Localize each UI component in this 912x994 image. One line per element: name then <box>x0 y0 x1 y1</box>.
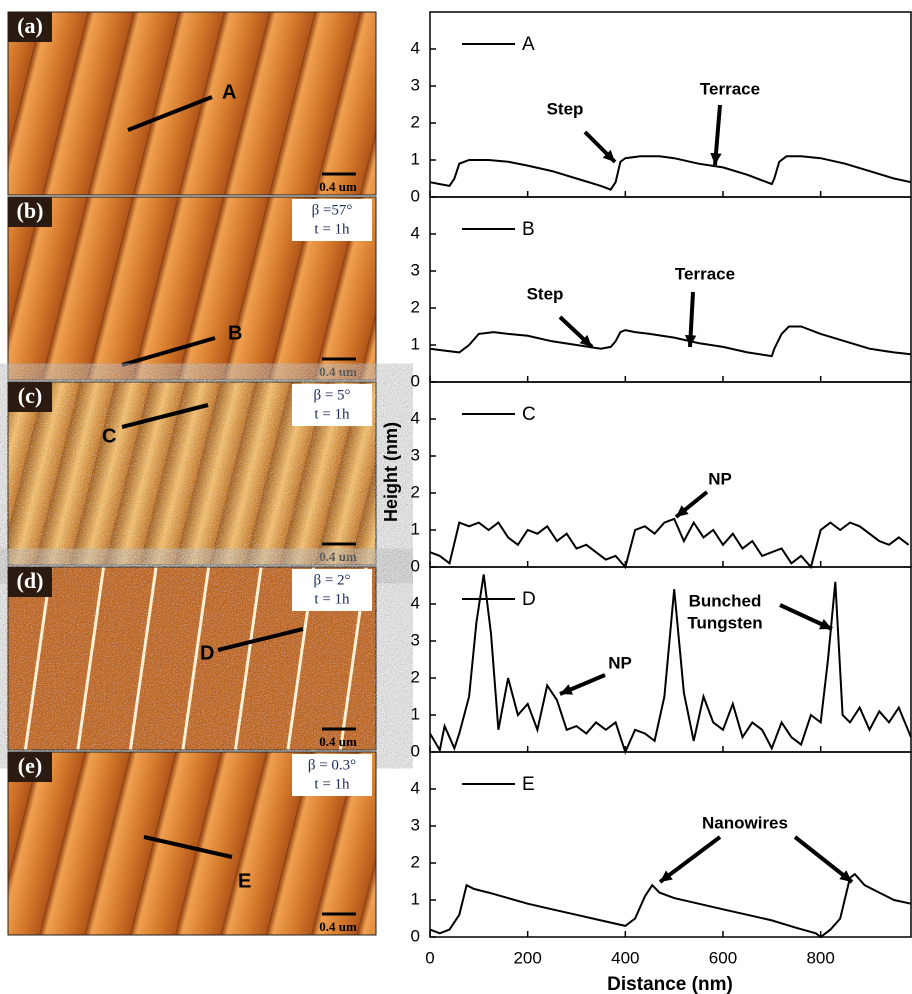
y-tick-label: 4 <box>411 38 420 57</box>
y-axis-label: Height (nm) <box>381 422 401 522</box>
y-tick-label: 3 <box>411 75 420 94</box>
y-tick-label: 3 <box>411 815 420 834</box>
x-tick-label: 200 <box>513 948 541 967</box>
annotation: Tungsten <box>687 613 762 632</box>
plot-frame <box>430 197 911 382</box>
profile-curve <box>430 327 911 357</box>
y-tick-label: 3 <box>411 260 420 279</box>
y-tick-label: 2 <box>411 667 420 686</box>
profile-curve <box>430 874 911 937</box>
plot-frame <box>430 12 911 197</box>
x-tick-label: 600 <box>709 948 737 967</box>
y-tick-label: 0 <box>411 556 420 575</box>
profile-label: A <box>222 81 236 103</box>
time-label: t = 1h <box>314 591 350 607</box>
scale-label: 0.4 um <box>319 549 357 564</box>
annotation: Nanowires <box>702 813 788 832</box>
y-tick-label: 0 <box>411 186 420 205</box>
panel-label: (c) <box>18 383 42 408</box>
profile-label: C <box>102 425 116 447</box>
profile-curve <box>430 574 911 752</box>
beta-label: β = 5° <box>313 387 350 403</box>
profile-label: D <box>200 642 214 664</box>
y-tick-label: 4 <box>411 593 420 612</box>
y-tick-label: 2 <box>411 297 420 316</box>
legend-label: A <box>522 34 535 55</box>
time-label: t = 1h <box>314 221 350 237</box>
y-tick-label: 4 <box>411 778 420 797</box>
x-tick-label: 800 <box>806 948 834 967</box>
legend-label: C <box>522 404 536 425</box>
legend-label: B <box>522 219 535 240</box>
y-tick-label: 3 <box>411 630 420 649</box>
annotation: NP <box>608 653 632 672</box>
y-tick-label: 2 <box>411 112 420 131</box>
panel-label: (b) <box>17 198 44 223</box>
page: {"images":[ {"label":"(a)","profile":"A"… <box>0 0 912 994</box>
annotation: Bunched <box>689 591 762 610</box>
time-label: t = 1h <box>314 406 350 422</box>
annotation: Terrace <box>675 264 735 283</box>
arrow-head <box>710 153 721 165</box>
beta-label: β = 2° <box>313 572 350 588</box>
y-tick-label: 2 <box>411 482 420 501</box>
y-tick-label: 1 <box>411 519 420 538</box>
y-tick-label: 3 <box>411 445 420 464</box>
y-tick-label: 1 <box>411 889 420 908</box>
y-tick-label: 2 <box>411 852 420 871</box>
legend-label: E <box>522 774 535 795</box>
figure: (a) A 0.4 um (b) B 0.4 um β =57° t = 1h (c) C 0.4 … <box>0 0 912 994</box>
plot-frame <box>430 382 911 567</box>
y-tick-label: 0 <box>411 926 420 945</box>
profile-label: B <box>228 322 242 344</box>
plot-frame <box>430 752 911 937</box>
legend-label: D <box>522 589 536 610</box>
y-tick-label: 0 <box>411 371 420 390</box>
time-label: t = 1h <box>314 776 350 792</box>
y-tick-label: 4 <box>411 408 420 427</box>
scale-label: 0.4 um <box>319 179 357 194</box>
scale-label: 0.4 um <box>319 919 357 934</box>
x-tick-label: 0 <box>425 948 434 967</box>
x-tick-label: 400 <box>611 948 639 967</box>
panel-label: (d) <box>17 568 44 593</box>
annotation: NP <box>708 469 732 488</box>
y-tick-label: 1 <box>411 149 420 168</box>
beta-label: β =57° <box>312 202 353 218</box>
scale-label: 0.4 um <box>319 364 357 379</box>
annotation: Terrace <box>700 79 760 98</box>
annotation: Step <box>547 99 584 118</box>
profile-label: E <box>238 870 251 892</box>
y-tick-label: 4 <box>411 223 420 242</box>
scale-label: 0.4 um <box>319 734 357 749</box>
x-axis-label: Distance (nm) <box>607 974 733 994</box>
y-tick-label: 1 <box>411 704 420 723</box>
annotation: Step <box>527 284 564 303</box>
profile-curve <box>430 156 911 189</box>
profile-curve <box>430 519 909 567</box>
y-tick-label: 1 <box>411 334 420 353</box>
beta-label: β = 0.3° <box>308 757 356 773</box>
panel-label: (a) <box>17 13 43 38</box>
y-tick-label: 0 <box>411 741 420 760</box>
panel-label: (e) <box>18 753 42 778</box>
